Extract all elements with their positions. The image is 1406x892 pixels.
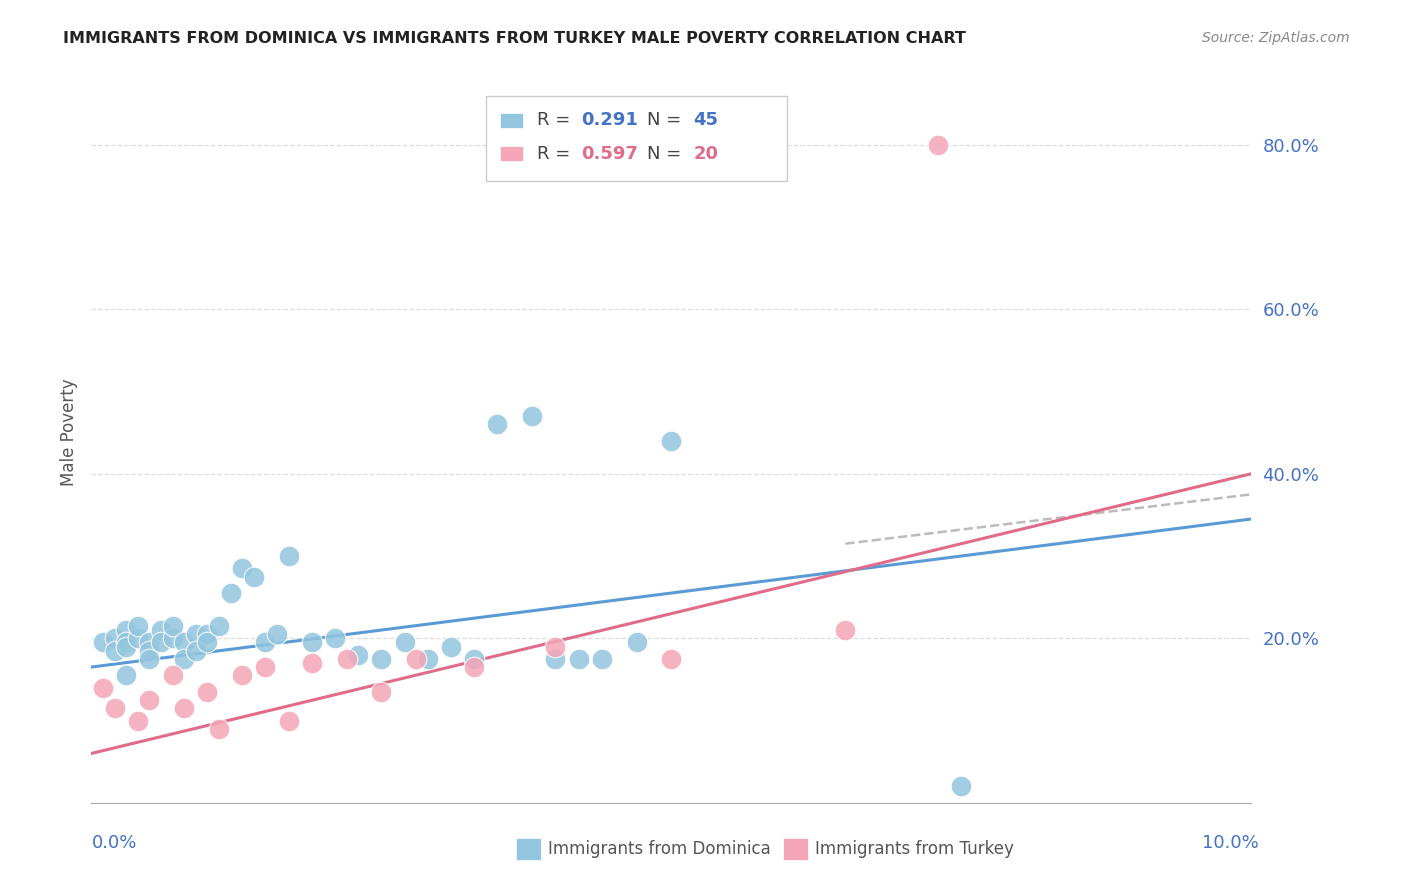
Point bbox=[173, 635, 195, 649]
Point bbox=[162, 632, 184, 646]
Point bbox=[115, 635, 138, 649]
Point bbox=[626, 635, 648, 649]
Point bbox=[659, 652, 682, 666]
Point bbox=[219, 586, 242, 600]
Text: R =: R = bbox=[537, 145, 576, 162]
Text: 45: 45 bbox=[693, 112, 718, 129]
Text: 0.0%: 0.0% bbox=[91, 834, 136, 852]
Text: IMMIGRANTS FROM DOMINICA VS IMMIGRANTS FROM TURKEY MALE POVERTY CORRELATION CHAR: IMMIGRANTS FROM DOMINICA VS IMMIGRANTS F… bbox=[63, 31, 966, 46]
Text: R =: R = bbox=[537, 112, 576, 129]
Text: Immigrants from Turkey: Immigrants from Turkey bbox=[815, 840, 1014, 858]
Bar bbox=[499, 112, 523, 128]
Point bbox=[591, 652, 613, 666]
Point bbox=[150, 635, 172, 649]
Point bbox=[162, 619, 184, 633]
Point bbox=[659, 434, 682, 448]
Point bbox=[370, 652, 392, 666]
Point bbox=[567, 652, 591, 666]
Point bbox=[242, 569, 264, 583]
Point bbox=[301, 635, 323, 649]
Point bbox=[195, 685, 219, 699]
Point bbox=[150, 623, 172, 637]
Point bbox=[416, 652, 439, 666]
Point bbox=[544, 640, 567, 654]
Point bbox=[208, 619, 231, 633]
Point bbox=[173, 701, 195, 715]
Point bbox=[115, 623, 138, 637]
Point bbox=[370, 685, 392, 699]
Point bbox=[91, 635, 114, 649]
Text: N =: N = bbox=[647, 112, 688, 129]
Point bbox=[173, 652, 195, 666]
Point bbox=[347, 648, 370, 662]
Text: Source: ZipAtlas.com: Source: ZipAtlas.com bbox=[1202, 31, 1350, 45]
Point bbox=[405, 652, 427, 666]
Point bbox=[277, 549, 299, 563]
Point bbox=[254, 660, 277, 674]
Point bbox=[104, 643, 127, 657]
Point bbox=[463, 660, 485, 674]
Point bbox=[127, 632, 149, 646]
Point bbox=[184, 643, 207, 657]
Point bbox=[127, 714, 149, 728]
Point bbox=[394, 635, 416, 649]
Point bbox=[277, 714, 299, 728]
Point bbox=[231, 668, 253, 682]
Point bbox=[195, 627, 219, 641]
Point bbox=[520, 409, 543, 424]
Point bbox=[463, 652, 485, 666]
Point bbox=[266, 627, 288, 641]
Bar bbox=[486, 95, 787, 181]
Point bbox=[104, 701, 127, 715]
Bar bbox=[499, 146, 523, 161]
Point bbox=[162, 668, 184, 682]
Point bbox=[323, 632, 346, 646]
Point bbox=[834, 623, 856, 637]
Text: 20: 20 bbox=[693, 145, 718, 162]
Point bbox=[91, 681, 114, 695]
Point bbox=[138, 635, 160, 649]
Point bbox=[195, 635, 219, 649]
Point bbox=[544, 652, 567, 666]
Point bbox=[208, 722, 231, 736]
Point bbox=[115, 640, 138, 654]
Text: 0.291: 0.291 bbox=[581, 112, 638, 129]
Point bbox=[254, 635, 277, 649]
Point bbox=[138, 693, 160, 707]
Point bbox=[927, 137, 949, 152]
Point bbox=[335, 652, 357, 666]
Point bbox=[486, 417, 509, 432]
Text: 0.597: 0.597 bbox=[581, 145, 638, 162]
Point bbox=[138, 652, 160, 666]
Text: Immigrants from Dominica: Immigrants from Dominica bbox=[548, 840, 770, 858]
Point bbox=[440, 640, 463, 654]
Point bbox=[184, 627, 207, 641]
Point bbox=[115, 668, 138, 682]
Point bbox=[138, 643, 160, 657]
Text: 10.0%: 10.0% bbox=[1202, 834, 1258, 852]
Text: N =: N = bbox=[647, 145, 688, 162]
Point bbox=[231, 561, 253, 575]
Point bbox=[127, 619, 149, 633]
Point bbox=[950, 780, 973, 794]
Point bbox=[301, 656, 323, 670]
Point bbox=[104, 632, 127, 646]
Y-axis label: Male Poverty: Male Poverty bbox=[59, 379, 77, 486]
